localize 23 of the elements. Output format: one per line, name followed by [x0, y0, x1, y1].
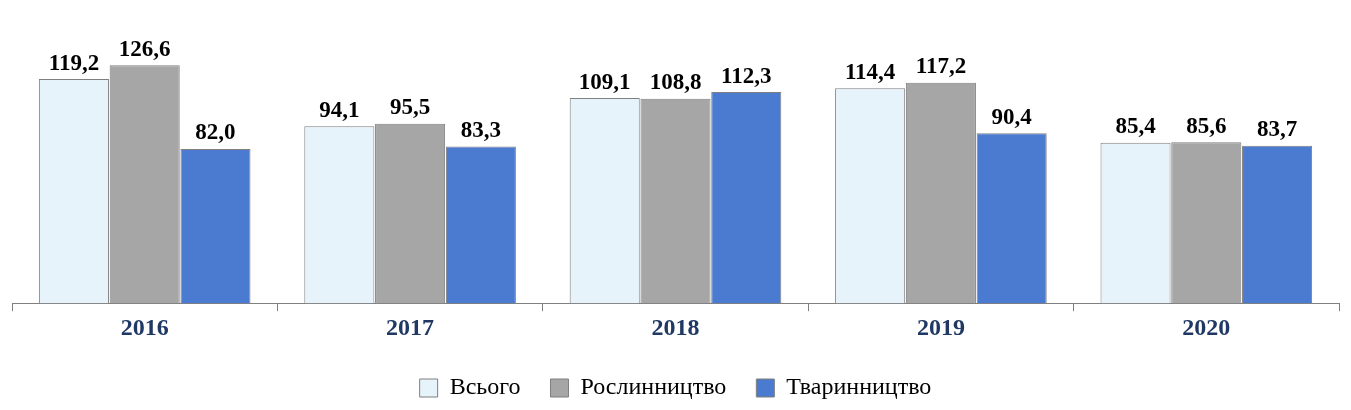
legend-label: Рослинництво: [580, 373, 727, 400]
data-label: 85,4: [1115, 113, 1157, 139]
x-tick-label: 2020: [1182, 313, 1231, 340]
x-tick-label: 2018: [651, 313, 700, 340]
data-label: 109,1: [578, 68, 631, 94]
data-label: 112,3: [721, 62, 772, 88]
data-label: 119,2: [48, 49, 100, 75]
data-label: 90,4: [991, 103, 1033, 129]
data-label: 83,7: [1256, 116, 1298, 142]
data-label: 95,5: [389, 94, 431, 120]
data-label: 83,3: [460, 117, 501, 143]
x-tick-label: 2016: [120, 313, 169, 340]
data-label: 117,2: [915, 53, 967, 79]
data-label: 94,1: [319, 96, 360, 122]
legend-label: Всього: [449, 373, 521, 400]
x-tick-label: 2017: [386, 313, 435, 340]
data-label: 82,0: [195, 119, 236, 145]
data-label: 114,4: [844, 58, 896, 84]
data-label: 126,6: [118, 35, 171, 61]
data-label: 85,6: [1186, 112, 1227, 138]
data-label: 108,8: [649, 69, 702, 95]
legend-label: Тваринництво: [786, 373, 932, 400]
x-tick-label: 2019: [916, 313, 965, 340]
